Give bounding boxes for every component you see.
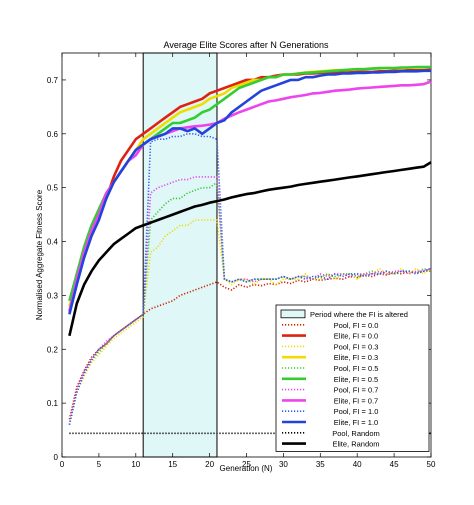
legend-label: Pool, FI = 0.0 <box>334 321 379 330</box>
legend-label: Elite, FI = 0.3 <box>334 353 378 362</box>
x-tick-label: 0 <box>60 460 65 469</box>
legend-label: Elite, FI = 1.0 <box>334 418 378 427</box>
y-axis-label: Normalised Aggregate Fitness Score <box>35 189 44 320</box>
series-line-pool-fi-0-0 <box>68 270 431 420</box>
series-line-pool-fi-0-3 <box>68 219 432 425</box>
series-line-elite-random <box>68 161 432 337</box>
chart-title: Average Elite Scores after N Generations <box>164 40 329 50</box>
x-tick-label: 5 <box>97 460 102 469</box>
y-tick-label: 0.2 <box>47 345 59 354</box>
y-tick-label: 0.6 <box>47 130 59 139</box>
x-tick-label: 35 <box>316 460 325 469</box>
series-layer <box>68 65 432 435</box>
axis-ticks: 0 5 10 15 20 25 30 35 40 45 50 0 0.1 0.2 0.3 0.4 0.5 0.6 0… <box>47 53 436 469</box>
x-tick-label: 20 <box>205 460 214 469</box>
legend-label: Pool, FI = 0.3 <box>334 342 379 351</box>
x-tick-label: 10 <box>131 460 140 469</box>
y-tick-label: 0.5 <box>47 184 59 193</box>
x-tick-label: 30 <box>279 460 288 469</box>
legend-label: Pool, FI = 0.7 <box>334 386 379 395</box>
legend-label: Pool, Random <box>332 429 380 438</box>
legend-label: Pool, FI = 1.0 <box>334 407 379 416</box>
legend-label: Elite, FI = 0.0 <box>334 332 378 341</box>
y-tick-label: 0.3 <box>47 291 59 300</box>
y-tick-label: 0.4 <box>47 238 59 247</box>
legend-label: Elite, Random <box>332 440 379 449</box>
legend-swatch-highlight <box>280 309 306 319</box>
highlight-region <box>142 52 218 458</box>
y-tick-label: 0 <box>54 453 59 462</box>
y-tick-label: 0.1 <box>47 399 59 408</box>
x-tick-label: 45 <box>390 460 399 469</box>
series-line-elite-fi-1-0 <box>68 69 431 315</box>
y-tick-label: 0.7 <box>47 76 59 85</box>
legend-label: Elite, FI = 0.5 <box>334 375 378 384</box>
x-tick-label: 25 <box>242 460 251 469</box>
legend: Period where the FI is altered Pool, FI =… <box>275 304 430 452</box>
highlight-layer <box>142 52 218 458</box>
series-line-pool-fi-0-7 <box>68 176 432 425</box>
legend-label: Pool, FI = 0.5 <box>334 364 379 373</box>
x-axis-label: Generation (N) <box>220 464 273 473</box>
legend-label: Period where the FI is altered <box>310 310 408 319</box>
x-tick-label: 50 <box>427 460 436 469</box>
legend-label: Elite, FI = 0.7 <box>334 396 378 405</box>
x-tick-label: 40 <box>353 460 362 469</box>
x-tick-label: 15 <box>168 460 177 469</box>
